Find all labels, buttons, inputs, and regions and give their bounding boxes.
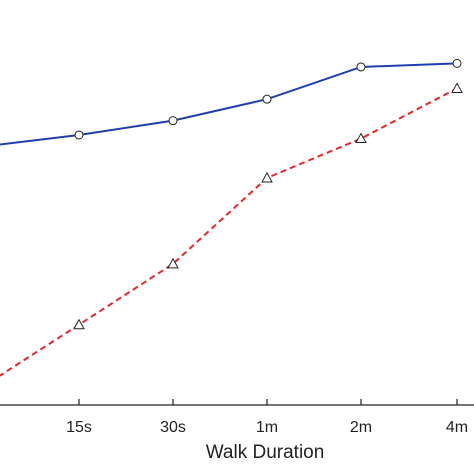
series-1-point bbox=[262, 94, 272, 104]
series-1-point bbox=[168, 116, 178, 126]
x-axis-ticks: 15s 30s 1m 2m 4m bbox=[66, 399, 468, 436]
series-line-2 bbox=[0, 87, 458, 377]
series-1-point bbox=[356, 62, 366, 72]
plot-area bbox=[0, 58, 463, 377]
series-2-point bbox=[73, 318, 85, 330]
series-2-point bbox=[167, 257, 179, 269]
series-2-point bbox=[355, 132, 367, 144]
series-2-point bbox=[261, 171, 273, 183]
series-1-point bbox=[74, 130, 84, 140]
x-tick-label: 4m bbox=[446, 419, 468, 436]
series-2-point bbox=[451, 82, 463, 93]
x-tick-label: 2m bbox=[350, 419, 372, 436]
x-tick-label: 1m bbox=[256, 419, 278, 436]
x-tick-label: 30s bbox=[160, 419, 186, 436]
series-1-point bbox=[452, 58, 462, 68]
x-axis-title: Walk Duration bbox=[206, 442, 325, 463]
x-tick-label: 15s bbox=[66, 419, 92, 436]
series-line-1 bbox=[0, 62, 458, 146]
